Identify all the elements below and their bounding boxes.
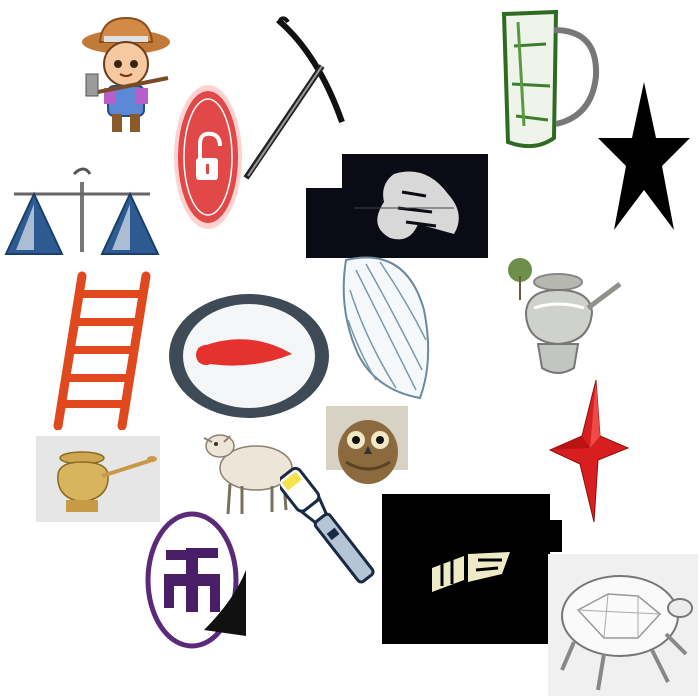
lion-logo-icon (306, 154, 488, 258)
compass-icon (168, 292, 330, 420)
logo-block-icon (382, 494, 562, 644)
flashlight-icon (280, 466, 376, 592)
red-star-icon (548, 378, 630, 524)
seashell-icon (336, 250, 436, 402)
balance-scale-icon (0, 164, 166, 260)
lamb-icon (200, 426, 296, 518)
owl-icon (326, 406, 408, 488)
pitcher-icon (494, 6, 606, 154)
turtle-icon (548, 554, 698, 696)
teapot-icon (498, 256, 626, 384)
unlock-button-icon (172, 82, 244, 232)
brass-pot-icon (36, 436, 160, 522)
swastika-icon (144, 510, 246, 650)
ladder-icon (52, 270, 154, 430)
pickaxe-icon (238, 14, 350, 184)
farmer-icon (78, 14, 174, 138)
black-star-icon (596, 82, 692, 230)
